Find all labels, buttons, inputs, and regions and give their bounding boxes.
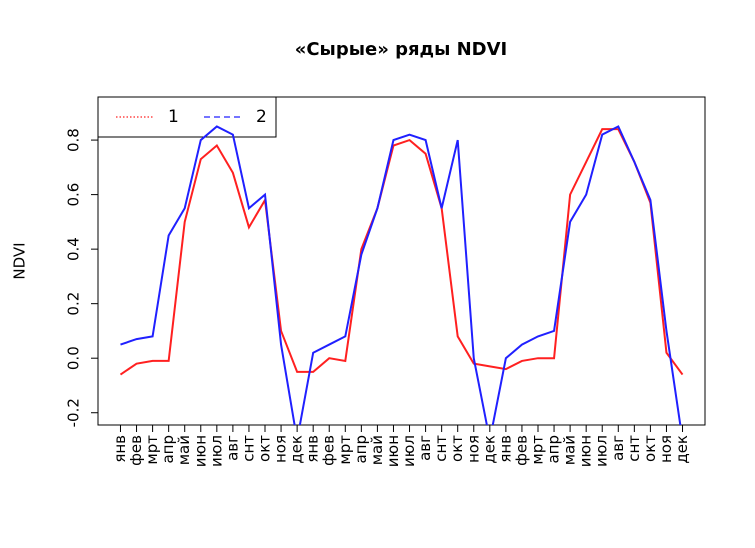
series-line: [120, 125, 682, 425]
y-tick-label: -0.2: [65, 398, 83, 427]
x-tick-label: янв: [496, 435, 514, 463]
x-tick-label: апр: [352, 435, 370, 464]
y-tick-label: 0.4: [65, 237, 83, 261]
x-tick-label: июн: [191, 435, 209, 467]
x-tick-label: фев: [512, 435, 530, 466]
x-tick-label: мрт: [336, 435, 354, 465]
x-tick-label: снт: [432, 435, 450, 462]
plot-area: [119, 125, 684, 425]
y-tick-label: 0.8: [65, 128, 83, 152]
x-tick-label: янв: [111, 435, 129, 463]
x-tick-label: фев: [320, 435, 338, 466]
x-tick-label: окт: [641, 435, 659, 462]
x-tick-label: мрт: [143, 435, 161, 465]
x-tick-label: авг: [416, 435, 434, 461]
x-tick-label: дек: [480, 435, 498, 464]
x-tick-label: снт: [625, 435, 643, 462]
x-tick-label: июл: [207, 435, 225, 467]
y-tick-label: 0.0: [65, 346, 83, 370]
x-tick-label: июн: [384, 435, 402, 467]
series-line: [119, 128, 684, 376]
y-axis-label: NDVI: [11, 242, 29, 279]
x-tick-label: фев: [127, 435, 145, 466]
x-tick-label: июл: [400, 435, 418, 467]
y-tick-label: 0.2: [65, 292, 83, 316]
x-tick-label: окт: [448, 435, 466, 462]
x-tick-label: июл: [593, 435, 611, 467]
legend-label: 2: [256, 107, 267, 127]
plot-frame: [97, 96, 706, 426]
x-tick-label: май: [368, 435, 386, 465]
x-tick-label: апр: [545, 435, 563, 464]
x-tick-label: авг: [609, 435, 627, 461]
x-tick-label: авг: [223, 435, 241, 461]
x-tick-label: ноя: [464, 435, 482, 463]
x-tick-label: апр: [159, 435, 177, 464]
x-tick-label: дек: [673, 435, 691, 464]
x-tick-label: ноя: [272, 435, 290, 463]
x-tick-label: янв: [304, 435, 322, 463]
x-tick-label: июн: [577, 435, 595, 467]
x-tick-label: май: [561, 435, 579, 465]
x-tick-label: мрт: [528, 435, 546, 465]
legend-label: 1: [168, 107, 179, 127]
x-tick-label: май: [175, 435, 193, 465]
legend-box: [97, 96, 277, 138]
chart-title: «Сырые» ряды NDVI: [295, 39, 508, 60]
y-tick-label: 0.6: [65, 183, 83, 207]
x-tick-label: дек: [288, 435, 306, 464]
x-tick-label: ноя: [657, 435, 675, 463]
x-tick-label: снт: [239, 435, 257, 462]
x-tick-label: окт: [256, 435, 274, 462]
